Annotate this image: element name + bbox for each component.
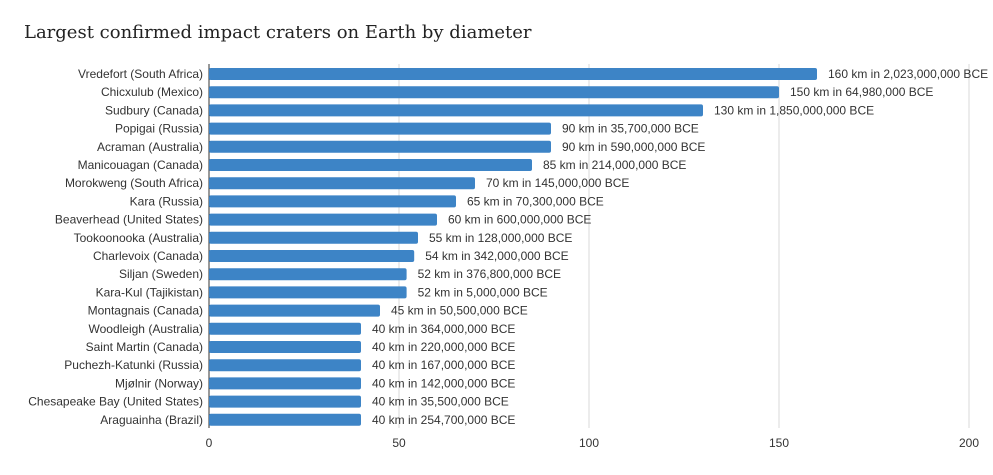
bar (209, 359, 361, 372)
x-tick-label: 50 (392, 436, 406, 450)
bar (209, 322, 361, 335)
data-label: 90 km in 35,700,000 BCE (562, 122, 699, 136)
data-label: 130 km in 1,850,000,000 BCE (714, 103, 874, 117)
data-label: 40 km in 220,000,000 BCE (372, 340, 515, 354)
data-label: 40 km in 254,700,000 BCE (372, 413, 515, 427)
bar (209, 177, 475, 190)
x-tick-label: 200 (959, 436, 979, 450)
category-label: Charlevoix (Canada) (93, 249, 203, 263)
data-label: 70 km in 145,000,000 BCE (486, 176, 629, 190)
category-label: Puchezh-Katunki (Russia) (64, 358, 203, 372)
bar (209, 213, 437, 226)
category-label: Siljan (Sweden) (119, 267, 203, 281)
data-label: 90 km in 590,000,000 BCE (562, 140, 705, 154)
category-label: Kara (Russia) (130, 194, 203, 208)
x-tick-label: 0 (206, 436, 213, 450)
bar (209, 268, 407, 281)
bar (209, 377, 361, 390)
category-label: Vredefort (South Africa) (78, 67, 203, 81)
category-label: Manicouagan (Canada) (78, 158, 203, 172)
data-label: 150 km in 64,980,000 BCE (790, 85, 933, 99)
data-label: 60 km in 600,000,000 BCE (448, 213, 591, 227)
data-label: 52 km in 376,800,000 BCE (418, 267, 561, 281)
category-label: Tookoonooka (Australia) (74, 231, 203, 245)
data-label: 160 km in 2,023,000,000 BCE (828, 67, 988, 81)
bar (209, 195, 456, 208)
bar (209, 413, 361, 426)
category-label: Chicxulub (Mexico) (101, 85, 203, 99)
data-label: 65 km in 70,300,000 BCE (467, 194, 604, 208)
category-label: Beaverhead (United States) (55, 213, 203, 227)
category-label: Acraman (Australia) (97, 140, 203, 154)
bar (209, 140, 551, 153)
category-label: Araguainha (Brazil) (100, 413, 203, 427)
category-label: Popigai (Russia) (115, 122, 203, 136)
x-tick-label: 100 (579, 436, 599, 450)
bar (209, 104, 703, 117)
category-label: Saint Martin (Canada) (86, 340, 203, 354)
bar (209, 250, 415, 262)
category-label: Chesapeake Bay (United States) (28, 395, 203, 409)
data-label: 52 km in 5,000,000 BCE (418, 285, 548, 299)
category-label: Morokweng (South Africa) (65, 176, 203, 190)
data-label: 85 km in 214,000,000 BCE (543, 158, 686, 172)
bar (209, 159, 532, 171)
data-label: 55 km in 128,000,000 BCE (429, 231, 572, 245)
data-label: 40 km in 142,000,000 BCE (372, 376, 515, 390)
bar (209, 122, 551, 135)
bar (209, 304, 380, 317)
chart-title: Largest confirmed impact craters on Eart… (24, 22, 532, 43)
x-tick-label: 150 (769, 436, 789, 450)
bar (209, 286, 407, 299)
data-label: 40 km in 167,000,000 BCE (372, 358, 515, 372)
data-label: 54 km in 342,000,000 BCE (425, 249, 568, 263)
bar (209, 68, 817, 80)
category-label: Woodleigh (Australia) (89, 322, 204, 336)
data-label: 45 km in 50,500,000 BCE (391, 304, 528, 318)
data-label: 40 km in 364,000,000 BCE (372, 322, 515, 336)
category-label: Mjølnir (Norway) (115, 376, 203, 390)
bar (209, 231, 418, 244)
category-label: Sudbury (Canada) (105, 103, 203, 117)
category-label: Kara-Kul (Tajikistan) (96, 285, 203, 299)
bar (209, 86, 779, 99)
bar (209, 395, 361, 408)
bar (209, 341, 361, 353)
category-label: Montagnais (Canada) (88, 304, 203, 318)
data-label: 40 km in 35,500,000 BCE (372, 395, 509, 409)
